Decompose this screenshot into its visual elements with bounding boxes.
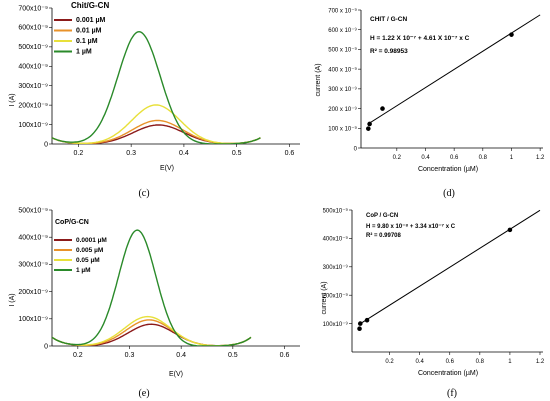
data-point [357,326,362,332]
x-tick-label: 0.6 [280,352,290,359]
x-tick-label: 0.4 [176,352,186,359]
y-axis-label: current (A) [321,281,328,314]
x-tick-label: 0.4 [421,155,430,161]
x-tick-label: 0.6 [446,359,455,365]
y-tick-label: 500x10⁻⁹ [18,44,48,51]
legend-label: 0.0001 µM [76,237,107,244]
data-point [367,121,372,127]
legend-label: 0.001 µM [76,17,105,24]
fit-line [367,14,541,125]
panel-caption: (d) [443,188,455,199]
y-tick-label: 300x10⁻⁹ [18,83,48,90]
y-tick-label: 600x10⁻⁹ [18,25,48,32]
x-tick-label: 0.3 [126,150,136,157]
panel-d: 0 100 x 10⁻⁹ 200 x 10⁻⁹ 300 x 10⁻⁹ 400 x 10⁻… [315,7,545,199]
y-tick-label: 200 x 10⁻⁹ [328,106,357,113]
x-tick-label: 0.6 [285,150,295,157]
y-axis-label: current (A) [315,63,322,96]
y-tick-label: 400x10⁻⁹ [323,236,349,243]
x-tick-label: 0.8 [479,155,488,161]
y-tick-label: 300 x 10⁻⁹ [328,86,357,93]
y-tick-label: 500x10⁻⁹ [18,207,48,214]
y-tick-label: 0 [44,343,48,350]
y-tick-label: 400x10⁻⁹ [18,235,48,242]
y-tick-label: 0 [354,146,358,152]
x-tick-label: 0.4 [179,150,189,157]
legend-label: 1 µM [76,267,91,274]
y-tick-label: 100x10⁻⁹ [18,122,48,129]
series-line [52,104,261,144]
x-tick-label: 0.2 [393,155,402,161]
y-axis-label: I (A) [9,93,16,106]
data-point [507,227,513,233]
y-tick-label: 200x10⁻⁹ [18,102,48,109]
x-tick-label: 0.5 [232,150,242,157]
x-axis-label: E(V) [160,165,174,172]
y-tick-label: 700x10⁻⁹ [18,5,48,12]
series-line [52,315,252,346]
x-tick-label: 1.2 [536,359,545,365]
series-line [52,229,252,346]
x-axis-label: Concentration (µM) [418,166,478,173]
x-tick-label: 0.3 [125,352,135,359]
y-tick-label: 0 [44,141,48,148]
legend-label: 0.1 µM [76,38,98,45]
fit-equation: H = 1.22 X 10⁻⁷ + 4.61 X 10⁻⁷ x C [370,35,470,42]
chart-title: Chit/G-CN [71,1,109,10]
annotation-title: CHIT / G-CN [370,16,407,23]
x-tick-label: 0.6 [450,155,459,161]
y-tick-label: 300x10⁻⁹ [323,264,349,271]
data-point [357,321,363,326]
x-tick-label: 0.2 [74,150,84,157]
r-squared: R² = 0.98953 [370,48,408,55]
y-tick-label: 100x10⁻⁹ [18,316,48,323]
x-tick-label: 0.4 [416,359,425,365]
panel-c: 0 100x10⁻⁹ 200x10⁻⁹ 300x10⁻⁹ 400x10⁻⁹ 500x10⁻… [9,1,300,199]
y-tick-label: 600 x 10⁻⁹ [328,27,357,34]
series-line [52,323,252,346]
legend-label: 1 µM [76,49,92,56]
y-tick-label: 400 x 10⁻⁹ [328,66,357,73]
data-point [364,317,370,323]
y-tick-label: 200x10⁻⁹ [18,289,48,296]
y-tick-label: 100 x 10⁻⁹ [328,126,357,133]
fit-equation: H = 9.80 x 10⁻⁸ + 3.34 x10⁻⁷ x C [366,224,456,230]
x-tick-label: 0.5 [228,352,238,359]
panel-e: 0 100x10⁻⁹ 200x10⁻⁹ 300x10⁻⁹ 400x10⁻⁹ 500x10⁻… [9,207,300,399]
x-tick-label: 0.8 [476,359,485,365]
y-tick-label: 700 x 10⁻⁹ [328,7,357,14]
y-axis-label: I (A) [9,293,16,306]
x-tick-label: 0.2 [73,352,83,359]
data-point [366,126,371,131]
panel-f: 100x10⁻⁹ 200x10⁻⁹ 300x10⁻⁹ 400x10⁻⁹ 500x10⁻⁹… [321,207,545,399]
y-tick-label: 200x10⁻⁹ [323,293,349,300]
r-squared: R² = 0.99708 [366,232,402,239]
data-point [380,106,385,111]
panel-caption: (f) [447,388,457,399]
annotation-title: CoP / G-CN [366,213,398,219]
y-tick-label: 500x10⁻⁹ [323,207,349,214]
panel-caption: (e) [138,388,149,399]
series-line [52,119,261,144]
legend-label: 0.01 µM [76,28,102,35]
chart-title: CoP/G-CN [55,219,89,226]
panel-caption: (c) [138,188,149,199]
data-point [509,32,514,37]
series-line [52,30,261,144]
y-tick-label: 400x10⁻⁹ [18,64,48,71]
x-tick-label: 1 [510,155,514,161]
x-tick-label: 0.2 [385,359,394,365]
y-tick-label: 300x10⁻⁹ [18,262,48,269]
x-tick-label: 1 [508,359,512,365]
y-tick-label: 500 x 10⁻⁹ [328,47,357,54]
x-axis-label: E(V) [169,371,183,378]
y-tick-label: 100x10⁻⁹ [323,321,349,328]
legend-label: 0.005 µM [76,247,103,254]
legend-label: 0.05 µM [76,257,100,264]
x-tick-label: 1.2 [536,155,545,161]
x-axis-label: Concentration (µM) [418,370,478,377]
